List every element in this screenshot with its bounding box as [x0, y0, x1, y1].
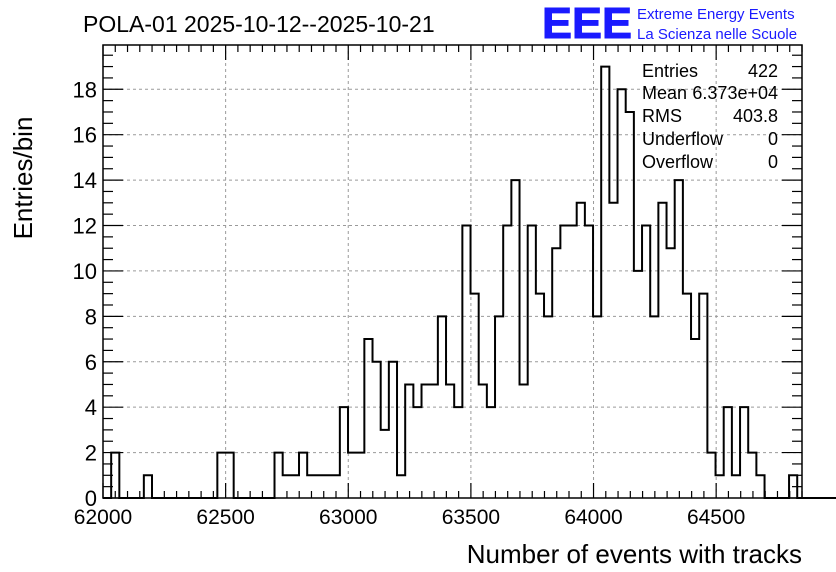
stats-rms-label: RMS: [642, 106, 682, 126]
y-axis-label: Entries/bin: [8, 117, 38, 240]
stats-mean-label: Mean: [642, 83, 687, 103]
y-tick-label: 0: [85, 486, 97, 511]
plot-frame: [102, 44, 803, 499]
histogram-series: [103, 65, 836, 499]
eee-logo-mark: EEE: [542, 0, 632, 48]
y-tick-label: 6: [85, 350, 97, 375]
y-tick-label: 2: [85, 441, 97, 466]
grid-lines: [102, 45, 802, 498]
stats-underflow-label: Underflow: [642, 129, 724, 149]
axis-ticks: [102, 45, 803, 499]
stats-overflow-label: Overflow: [642, 152, 714, 172]
y-tick-label: 4: [85, 395, 97, 420]
stats-box: Entries 422 Mean 6.373e+04 RMS 403.8 Und…: [642, 61, 778, 172]
x-axis-label: Number of events with tracks: [467, 539, 802, 569]
x-tick-label: 62000: [74, 506, 132, 529]
stats-underflow-value: 0: [768, 129, 778, 149]
chart-title: POLA-01 2025-10-12--2025-10-21: [83, 11, 435, 37]
eee-logo-line1: Extreme Energy Events: [637, 6, 795, 23]
stats-entries-value: 422: [748, 61, 778, 81]
y-tick-label: 14: [73, 168, 97, 193]
x-tick-label: 63000: [319, 506, 377, 529]
y-tick-label: 18: [73, 77, 97, 102]
x-tick-label: 64500: [687, 506, 745, 529]
stats-entries-label: Entries: [642, 61, 698, 81]
x-tick-labels: 62000 62500 63000 63500 64000 64500: [74, 506, 746, 529]
y-tick-label: 8: [85, 304, 97, 329]
y-tick-label: 10: [73, 259, 97, 284]
eee-logo: EEE Extreme Energy Events La Scienza nel…: [542, 0, 798, 49]
stats-overflow-value: 0: [768, 152, 778, 172]
stats-rms-value: 403.8: [733, 106, 778, 126]
x-tick-label: 64000: [564, 506, 622, 529]
y-tick-labels: 0 2 4 6 8 10 12 14 16 18: [73, 77, 97, 511]
y-tick-label: 16: [73, 123, 97, 148]
stats-mean-value: 6.373e+04: [692, 83, 778, 103]
eee-logo-line2: La Scienza nelle Scuole: [637, 26, 797, 43]
y-tick-label: 12: [73, 214, 97, 239]
x-tick-label: 62500: [196, 506, 254, 529]
x-tick-label: 63500: [442, 506, 500, 529]
